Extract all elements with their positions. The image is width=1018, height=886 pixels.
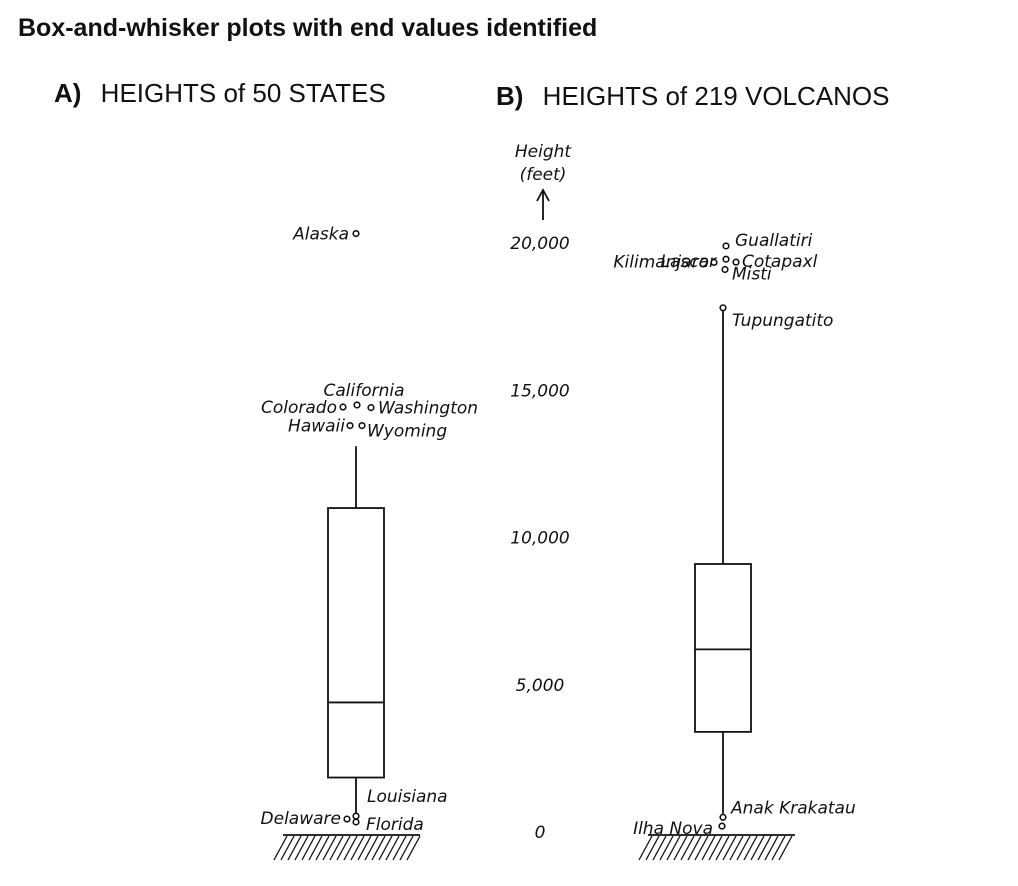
panel-b-point-label: Tupungatito: [732, 311, 833, 331]
panel-a-point-label: California: [323, 381, 404, 401]
y-axis-label-line-2: (feet): [520, 165, 567, 185]
panel-b-point-label: Cotapaxl: [742, 252, 818, 272]
panel-a-point: [358, 421, 366, 430]
panel-a-point: [352, 818, 360, 826]
panel-a-point: [343, 815, 351, 823]
panel-a-point-label: Delaware: [261, 809, 341, 829]
y-tick-label: 5,000: [516, 676, 565, 696]
y-tick-label: 0: [535, 823, 546, 843]
y-tick-label: 20,000: [510, 234, 569, 254]
panel-a-point: [339, 403, 347, 411]
panel-b-point: [721, 265, 729, 274]
panel-b-point: [710, 258, 718, 267]
panel-a-point: [352, 229, 360, 238]
panel-b-point: [722, 255, 730, 263]
panel-b-point-label: Kilimanjaro: [613, 252, 709, 272]
panel-a-point-label: Hawaii: [288, 417, 345, 437]
panel-a-point: [346, 421, 354, 430]
panel-a-header: A) HEIGHTS of 50 STATES: [54, 78, 386, 108]
panel-a-point: [353, 401, 361, 409]
panel-a-point: [367, 404, 375, 412]
figure-title: Box-and-whisker plots with end values id…: [18, 14, 597, 42]
panel-b-point-label: Anak Krakatau: [730, 798, 856, 818]
y-axis-label-line-1: Height: [515, 142, 573, 162]
panel-b-letter: B): [496, 81, 523, 111]
panel-a-point-label: Alaska: [292, 225, 349, 245]
panel-a-point-label: Washington: [378, 399, 478, 419]
panel-b-point-label: Guallatiri: [735, 231, 813, 251]
panel-a-ground-hatching: [273, 835, 421, 861]
panel-b-title: HEIGHTS of 219 VOLCANOS: [543, 81, 890, 111]
panel-b-ground-hatching: [638, 835, 793, 861]
panel-a-title: HEIGHTS of 50 STATES: [101, 78, 386, 108]
panel-b-point: [732, 258, 740, 266]
y-axis-ticks: 0 5,000 10,000 15,000 20,000: [510, 234, 569, 843]
y-axis-arrow: [536, 188, 550, 220]
panel-b-point: [718, 822, 726, 830]
panel-b-point: [719, 304, 727, 312]
panel-a-point-label: Colorado: [261, 398, 337, 418]
panel-b-plot: Guallatiri Lascar Cotapaxl Kilimanjaro Misti…: [613, 231, 856, 861]
panel-a-point-label: Wyoming: [367, 422, 447, 442]
panel-a-letter: A): [54, 78, 81, 108]
y-tick-label: 15,000: [510, 381, 569, 401]
panel-b-header: B) HEIGHTS of 219 VOLCANOS: [496, 81, 889, 111]
panel-b-point-label: Ilha Nova: [633, 819, 713, 839]
panel-a-point-label: Florida: [366, 815, 424, 835]
panel-b-point: [722, 242, 730, 250]
panel-b-point-label: Lascar: [661, 252, 718, 272]
panel-b-point-label: Misti: [732, 265, 772, 285]
panel-a-point-label: Louisiana: [367, 787, 448, 807]
panel-a-point: [352, 812, 360, 820]
panel-b-box: [694, 563, 752, 733]
y-tick-label: 10,000: [510, 529, 569, 549]
panel-a-box: [327, 507, 385, 779]
panel-b-point: [719, 813, 727, 821]
